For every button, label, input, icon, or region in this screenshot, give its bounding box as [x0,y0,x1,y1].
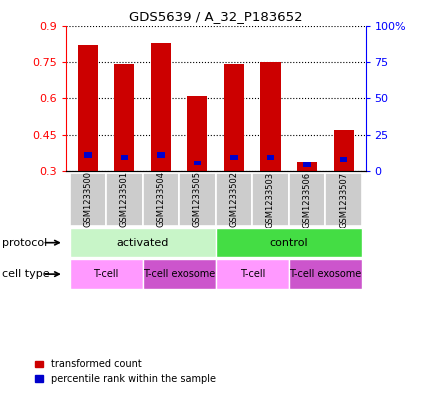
Bar [289,259,362,289]
Bar [143,173,179,226]
Bar [340,157,347,162]
Bar [252,173,289,226]
Text: GSM1233503: GSM1233503 [266,171,275,228]
Bar [106,173,143,226]
Bar [224,64,244,171]
Bar [194,161,201,165]
Text: GSM1233507: GSM1233507 [339,171,348,228]
Bar [266,155,274,160]
Bar [70,228,216,257]
Bar [84,152,92,158]
Text: protocol: protocol [2,238,47,248]
Bar [179,173,216,226]
Text: GSM1233502: GSM1233502 [230,171,238,228]
Bar [297,162,317,171]
Bar [261,62,280,171]
Bar [70,259,143,289]
Bar [215,259,289,289]
Text: cell type: cell type [2,269,50,279]
Title: GDS5639 / A_32_P183652: GDS5639 / A_32_P183652 [129,10,303,23]
Text: control: control [269,238,308,248]
Text: GSM1233504: GSM1233504 [156,171,165,228]
Bar [303,162,311,167]
Bar [215,173,252,226]
Bar [230,155,238,160]
Text: T-cell: T-cell [94,269,119,279]
Bar [215,228,362,257]
Bar [289,173,325,226]
Bar [334,130,354,171]
Bar [78,45,98,171]
Bar [143,259,216,289]
Bar [114,64,134,171]
Text: GSM1233500: GSM1233500 [83,171,92,228]
Bar [157,152,165,158]
Text: GSM1233501: GSM1233501 [120,171,129,228]
Bar [187,96,207,171]
Text: T-cell exosome: T-cell exosome [143,269,215,279]
Bar [121,155,128,160]
Text: T-cell: T-cell [240,269,265,279]
Bar [151,42,171,171]
Text: activated: activated [116,238,169,248]
Text: T-cell exosome: T-cell exosome [289,269,361,279]
Text: GSM1233506: GSM1233506 [303,171,312,228]
Text: GSM1233505: GSM1233505 [193,171,202,228]
Bar [70,173,106,226]
Legend: transformed count, percentile rank within the sample: transformed count, percentile rank withi… [34,359,216,384]
Bar [325,173,362,226]
